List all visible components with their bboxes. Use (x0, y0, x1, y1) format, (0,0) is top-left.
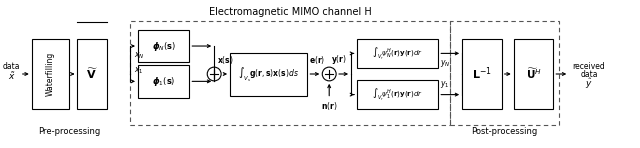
Bar (357, 39, 438, 68)
Text: $\mathbf{L}^{-1}$: $\mathbf{L}^{-1}$ (472, 66, 492, 82)
Text: received: received (573, 62, 605, 71)
Text: $\boldsymbol{\phi}_1(\mathbf{s})$: $\boldsymbol{\phi}_1(\mathbf{s})$ (152, 75, 175, 88)
Text: data: data (3, 62, 20, 71)
Text: $\tilde{x}$: $\tilde{x}$ (8, 70, 16, 82)
Bar (77, 39, 107, 109)
Text: $y_1$: $y_1$ (440, 79, 450, 90)
Text: Pre-processing: Pre-processing (38, 127, 100, 136)
Text: $x_1$: $x_1$ (134, 66, 143, 77)
Text: $\widetilde{\mathbf{V}}$: $\widetilde{\mathbf{V}}$ (86, 67, 98, 81)
Text: $x_N$: $x_N$ (134, 51, 145, 61)
Text: $\mathbf{x}(\mathbf{s})$: $\mathbf{x}(\mathbf{s})$ (217, 54, 234, 66)
Text: $\mathbf{y}(\mathbf{r})$: $\mathbf{y}(\mathbf{r})$ (331, 53, 347, 66)
Text: $\mathbf{n}(\mathbf{r})$: $\mathbf{n}(\mathbf{r})$ (321, 100, 337, 112)
Text: $\hat{y}$: $\hat{y}$ (585, 77, 593, 91)
Text: $\int_{V_r}\psi_N^H(\mathbf{r})\mathbf{y}(\mathbf{r})dr$: $\int_{V_r}\psi_N^H(\mathbf{r})\mathbf{y… (372, 45, 423, 62)
Text: data: data (580, 70, 598, 78)
Bar (450, 21, 559, 125)
Text: Waterfilling: Waterfilling (46, 52, 55, 96)
Bar (32, 39, 69, 109)
Bar (130, 21, 450, 125)
Text: $y_N$: $y_N$ (440, 58, 451, 69)
Text: $\int_{V_r}\psi_1^H(\mathbf{r})\mathbf{y}(\mathbf{r})dr$: $\int_{V_r}\psi_1^H(\mathbf{r})\mathbf{y… (372, 86, 423, 103)
Text: Post-processing: Post-processing (472, 127, 538, 136)
Text: $\boldsymbol{\phi}_N(\mathbf{s})$: $\boldsymbol{\phi}_N(\mathbf{s})$ (152, 40, 176, 53)
Text: $\mathbf{e}(\mathbf{r})$: $\mathbf{e}(\mathbf{r})$ (309, 54, 325, 66)
Bar (138, 65, 189, 98)
Text: $\int_{V_s}\mathbf{g}(\mathbf{r},\mathbf{s})\mathbf{x}(\mathbf{s})ds$: $\int_{V_s}\mathbf{g}(\mathbf{r},\mathbf… (238, 65, 299, 83)
Bar (462, 39, 502, 109)
Bar (357, 80, 438, 109)
Bar (514, 39, 554, 109)
Text: $\widetilde{\mathbf{U}}^H$: $\widetilde{\mathbf{U}}^H$ (525, 67, 541, 81)
Bar (230, 53, 307, 96)
Text: Electromagnetic MIMO channel H: Electromagnetic MIMO channel H (209, 7, 371, 17)
Bar (138, 30, 189, 62)
